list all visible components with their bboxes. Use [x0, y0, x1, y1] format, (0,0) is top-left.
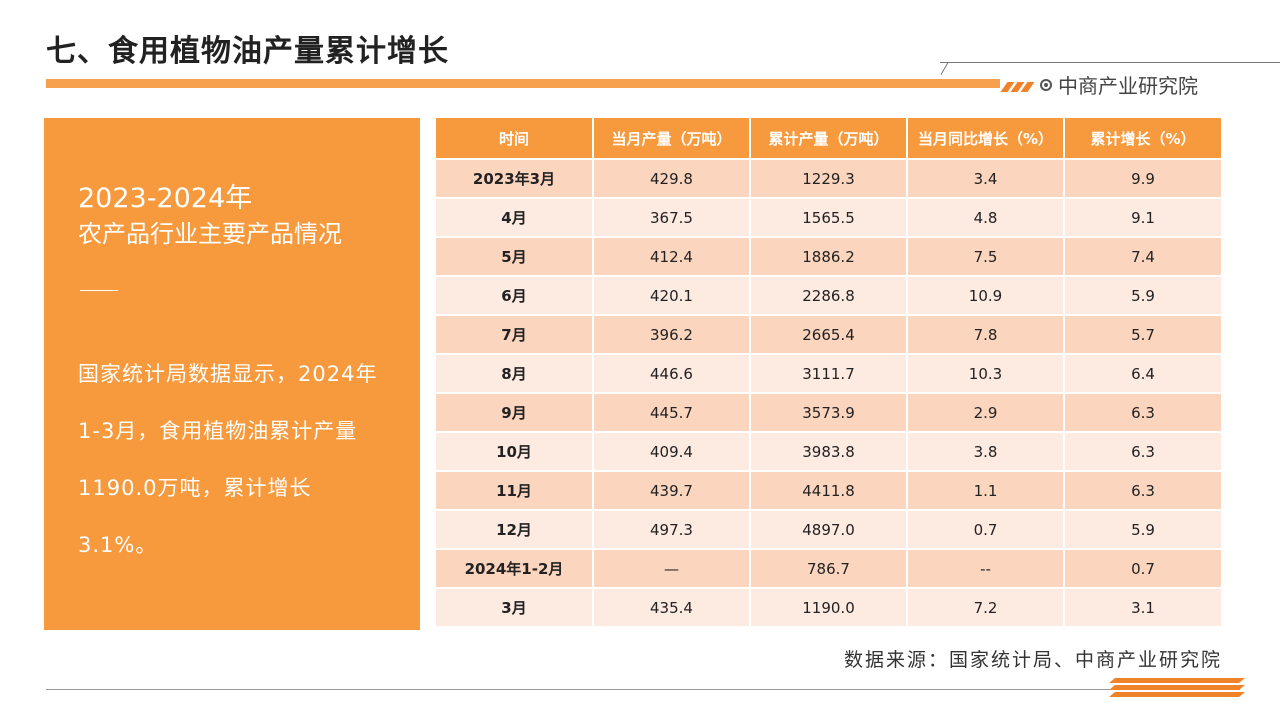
row-period-cell: 10月 — [436, 431, 594, 471]
title-underline-bar — [46, 79, 1000, 88]
column-header: 时间 — [436, 118, 594, 159]
table-cell: 0.7 — [907, 509, 1065, 549]
table-cell: 446.6 — [593, 353, 751, 393]
table-cell: 1229.3 — [750, 158, 908, 198]
row-period-cell: 5月 — [436, 236, 594, 276]
row-period-cell: 8月 — [436, 353, 594, 393]
data-source: 数据来源：国家统计局、中商产业研究院 — [844, 649, 1223, 671]
page-title: 七、食用植物油产量累计增长 — [46, 34, 449, 69]
target-circle-icon — [1040, 78, 1052, 91]
table-cell: 1565.5 — [750, 197, 908, 237]
table-cell: 2665.4 — [750, 314, 908, 354]
panel-year: 2023-2024年 — [78, 183, 253, 214]
table-cell: 5.7 — [1064, 314, 1221, 354]
table-cell: 2.9 — [907, 392, 1065, 432]
table-cell: 3111.7 — [750, 353, 908, 393]
table-row: 9月 445.7 3573.9 2.9 6.3 — [436, 392, 1221, 432]
table-row: 3月 435.4 1190.0 7.2 3.1 — [436, 587, 1221, 626]
column-header: 累计增长（%） — [1064, 118, 1221, 159]
row-period-cell: 7月 — [436, 314, 594, 354]
table-cell: 5.9 — [1064, 509, 1221, 549]
table-cell: 4411.8 — [750, 470, 908, 510]
table-cell: 3983.8 — [750, 431, 908, 471]
panel-divider — [80, 290, 118, 291]
table-cell: 3.8 — [907, 431, 1065, 471]
table-cell: 3573.9 — [750, 392, 908, 432]
table-cell: 3.4 — [907, 158, 1065, 198]
table-cell: 439.7 — [593, 470, 751, 510]
table-row: 7月 396.2 2665.4 7.8 5.7 — [436, 314, 1221, 354]
table-cell: 6.3 — [1064, 431, 1221, 471]
production-table: 时间 当月产量（万吨） 累计产量（万吨） 当月同比增长（%） 累计增长（%） 2023年… — [436, 118, 1221, 626]
table-header-row: 时间 当月产量（万吨） 累计产量（万吨） 当月同比增长（%） 累计增长（%） — [436, 118, 1221, 159]
table-cell: 409.4 — [593, 431, 751, 471]
row-period-cell: 3月 — [436, 587, 594, 626]
table-cell: 10.9 — [907, 275, 1065, 315]
table-cell: 7.2 — [907, 587, 1065, 626]
panel-description: 国家统计局数据显示，2024年1-3月，食用植物油累计产量1190.0万吨，累计… — [78, 362, 378, 557]
table-cell: 1886.2 — [750, 236, 908, 276]
table-cell: 0.7 — [1064, 548, 1221, 588]
column-header: 累计产量（万吨） — [750, 118, 908, 159]
footer-line — [46, 689, 1240, 690]
brand-name: 中商产业研究院 — [1058, 74, 1198, 98]
table-cell: 7.5 — [907, 236, 1065, 276]
table-row: 6月 420.1 2286.8 10.9 5.9 — [436, 275, 1221, 315]
table-cell: 429.8 — [593, 158, 751, 198]
table-row: 2024年1-2月 —786.7 -- 0.7 — [436, 548, 1221, 588]
table-cell: 4897.0 — [750, 509, 908, 549]
footer-stripes-decoration — [1109, 678, 1245, 699]
summary-panel: 2023-2024年 农产品行业主要产品情况 国家统计局数据显示，2024年1-… — [44, 118, 420, 630]
row-period-cell: 4月 — [436, 197, 594, 237]
header-stripes-decoration — [1000, 77, 1035, 96]
table-row: 10月 409.4 3983.8 3.8 6.3 — [436, 431, 1221, 471]
table-cell: 9.9 — [1064, 158, 1221, 198]
row-period-cell: 12月 — [436, 509, 594, 549]
table-cell: 367.5 — [593, 197, 751, 237]
panel-subtitle: 农产品行业主要产品情况 — [78, 220, 342, 248]
table-cell: 6.4 — [1064, 353, 1221, 393]
table-cell: 10.3 — [907, 353, 1065, 393]
row-period-cell: 6月 — [436, 275, 594, 315]
table-cell: 3.1 — [1064, 587, 1221, 626]
table-cell: 412.4 — [593, 236, 751, 276]
table-row: 4月 367.5 1565.5 4.8 9.1 — [436, 197, 1221, 237]
row-period-cell: 2024年1-2月 — [436, 548, 594, 588]
table-row: 11月 439.7 4411.8 1.1 6.3 — [436, 470, 1221, 510]
table-cell: 1.1 — [907, 470, 1065, 510]
column-header: 当月同比增长（%） — [907, 118, 1065, 159]
table-cell: 420.1 — [593, 275, 751, 315]
table-cell: 497.3 — [593, 509, 751, 549]
table-cell: 5.9 — [1064, 275, 1221, 315]
table-cell: 1190.0 — [750, 587, 908, 626]
table-cell: -- — [907, 548, 1065, 588]
row-period-cell: 2023年3月 — [436, 158, 594, 198]
table-cell: 2286.8 — [750, 275, 908, 315]
table-cell: 6.3 — [1064, 392, 1221, 432]
table-cell: 9.1 — [1064, 197, 1221, 237]
table-row: 5月 412.4 1886.2 7.5 7.4 — [436, 236, 1221, 276]
table-cell: 396.2 — [593, 314, 751, 354]
table-cell: 435.4 — [593, 587, 751, 626]
table-cell: 7.4 — [1064, 236, 1221, 276]
table-row: 12月 497.3 4897.0 0.7 5.9 — [436, 509, 1221, 549]
brand-logo: 中商产业研究院 — [1040, 70, 1198, 99]
table-cell: — — [593, 548, 751, 588]
column-header: 当月产量（万吨） — [593, 118, 751, 159]
table-cell: 786.7 — [750, 548, 908, 588]
header-divider-line — [940, 62, 1280, 63]
row-period-cell: 9月 — [436, 392, 594, 432]
table-row: 8月 446.6 3111.7 10.3 6.4 — [436, 353, 1221, 393]
table-cell: 6.3 — [1064, 470, 1221, 510]
table-row: 2023年3月 429.8 1229.3 3.4 9.9 — [436, 158, 1221, 198]
table-cell: 7.8 — [907, 314, 1065, 354]
table-body: 2023年3月 429.8 1229.3 3.4 9.9 4月 367.5 1565.5 4.8… — [436, 158, 1221, 626]
table-cell: 445.7 — [593, 392, 751, 432]
row-period-cell: 11月 — [436, 470, 594, 510]
table-cell: 4.8 — [907, 197, 1065, 237]
